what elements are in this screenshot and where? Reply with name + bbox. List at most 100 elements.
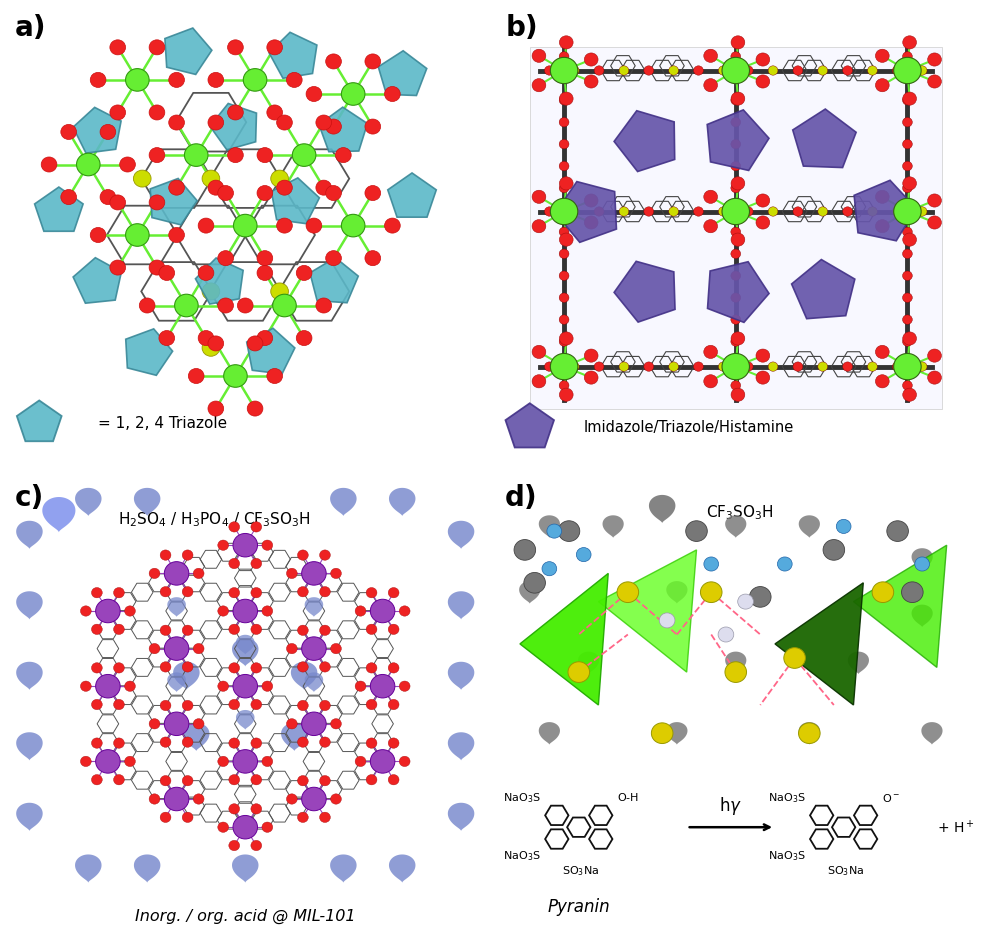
Circle shape <box>731 388 745 401</box>
Circle shape <box>80 605 91 617</box>
Circle shape <box>371 750 395 773</box>
Polygon shape <box>539 515 560 538</box>
Circle shape <box>251 804 262 814</box>
Circle shape <box>559 388 573 401</box>
Circle shape <box>229 840 239 851</box>
Text: d): d) <box>505 484 538 512</box>
Circle shape <box>302 713 326 735</box>
Circle shape <box>731 249 741 259</box>
Circle shape <box>544 207 554 216</box>
Circle shape <box>559 118 569 127</box>
Polygon shape <box>17 732 42 760</box>
Circle shape <box>229 588 239 598</box>
Circle shape <box>867 207 877 216</box>
Circle shape <box>718 362 728 371</box>
Polygon shape <box>799 722 820 744</box>
Circle shape <box>233 214 257 237</box>
Circle shape <box>80 681 91 692</box>
Circle shape <box>90 72 106 87</box>
Circle shape <box>903 177 916 190</box>
Circle shape <box>619 66 629 75</box>
Circle shape <box>297 550 308 560</box>
Polygon shape <box>17 591 42 619</box>
Circle shape <box>224 365 247 387</box>
Polygon shape <box>76 488 101 516</box>
Circle shape <box>182 737 193 747</box>
Circle shape <box>228 148 243 163</box>
Circle shape <box>568 662 590 682</box>
Circle shape <box>893 207 903 216</box>
Circle shape <box>160 700 171 711</box>
Polygon shape <box>389 488 415 516</box>
Text: Imidazole/Triazole/Histamine: Imidazole/Triazole/Histamine <box>584 420 794 435</box>
Circle shape <box>302 637 326 660</box>
Polygon shape <box>17 662 42 690</box>
Circle shape <box>585 53 598 66</box>
Polygon shape <box>793 109 856 167</box>
Circle shape <box>320 776 331 786</box>
Circle shape <box>731 52 741 61</box>
Circle shape <box>875 190 889 203</box>
Circle shape <box>149 718 160 729</box>
Circle shape <box>251 738 262 748</box>
Circle shape <box>928 371 942 384</box>
Circle shape <box>756 194 770 207</box>
Circle shape <box>768 66 778 75</box>
Circle shape <box>703 49 717 62</box>
Circle shape <box>228 39 243 55</box>
Circle shape <box>559 227 569 237</box>
Circle shape <box>585 75 598 88</box>
Polygon shape <box>448 591 474 619</box>
Circle shape <box>233 534 257 556</box>
Circle shape <box>903 139 912 149</box>
Polygon shape <box>448 521 474 549</box>
Circle shape <box>894 198 921 225</box>
Circle shape <box>388 663 399 673</box>
Circle shape <box>271 170 288 187</box>
Text: c): c) <box>15 484 44 512</box>
Circle shape <box>836 519 852 534</box>
Circle shape <box>331 568 341 578</box>
Circle shape <box>550 57 578 84</box>
Circle shape <box>722 57 749 84</box>
Circle shape <box>218 251 233 266</box>
Circle shape <box>296 265 312 280</box>
Circle shape <box>903 36 916 49</box>
Circle shape <box>165 637 188 660</box>
Circle shape <box>251 624 262 635</box>
Polygon shape <box>389 854 415 883</box>
Circle shape <box>559 177 573 190</box>
Circle shape <box>594 66 604 75</box>
Circle shape <box>843 207 852 216</box>
Text: NaO$_3$S: NaO$_3$S <box>768 791 805 806</box>
Circle shape <box>218 756 229 767</box>
Circle shape <box>756 53 770 66</box>
Circle shape <box>718 627 734 642</box>
Circle shape <box>120 157 135 172</box>
Circle shape <box>903 359 912 368</box>
Polygon shape <box>539 722 560 744</box>
Circle shape <box>875 345 889 358</box>
Circle shape <box>208 336 224 351</box>
Polygon shape <box>520 573 608 705</box>
Polygon shape <box>168 672 185 692</box>
Circle shape <box>326 119 341 134</box>
Circle shape <box>95 600 121 622</box>
Circle shape <box>77 153 100 176</box>
Circle shape <box>928 194 942 207</box>
Circle shape <box>559 337 569 346</box>
Circle shape <box>744 66 753 75</box>
Circle shape <box>320 550 331 560</box>
Circle shape <box>928 75 942 88</box>
Circle shape <box>731 183 741 193</box>
Circle shape <box>149 793 160 804</box>
Circle shape <box>193 643 204 654</box>
Polygon shape <box>134 488 160 516</box>
Polygon shape <box>505 403 554 447</box>
Circle shape <box>917 362 927 371</box>
Circle shape <box>388 775 399 785</box>
Circle shape <box>547 525 561 538</box>
Circle shape <box>326 251 341 266</box>
Circle shape <box>182 662 193 672</box>
Circle shape <box>277 115 292 130</box>
